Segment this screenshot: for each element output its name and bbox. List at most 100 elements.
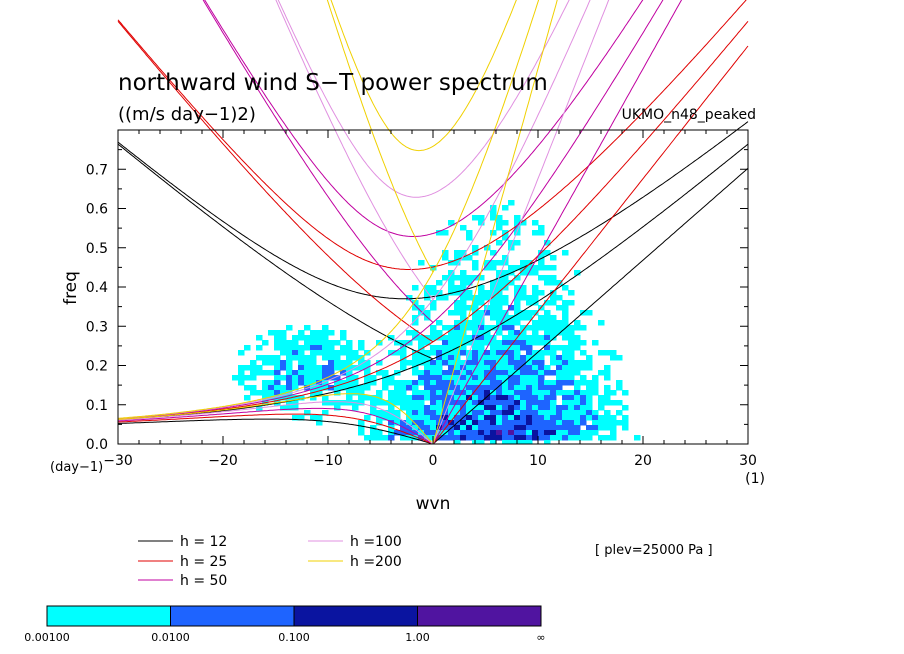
power-cell — [370, 410, 377, 416]
power-cell — [580, 415, 587, 421]
power-cell — [514, 420, 521, 426]
power-cell — [550, 360, 557, 366]
power-cell — [514, 300, 521, 306]
power-cell — [286, 385, 293, 391]
power-cell — [514, 265, 521, 271]
power-cell — [520, 415, 527, 421]
power-cell — [484, 430, 491, 436]
power-cell — [598, 395, 605, 401]
power-cell — [406, 430, 413, 436]
power-cell — [424, 370, 431, 376]
power-cell — [538, 380, 545, 386]
power-cell — [568, 345, 575, 351]
power-cell — [514, 390, 521, 396]
power-cell — [502, 255, 509, 261]
power-cell — [490, 205, 497, 211]
power-cell — [256, 345, 263, 351]
power-cell — [514, 350, 521, 356]
power-cell — [562, 435, 569, 441]
power-cell — [508, 370, 515, 376]
power-cell — [454, 335, 461, 341]
power-cell — [532, 390, 539, 396]
power-cell — [520, 295, 527, 301]
power-cell — [286, 400, 293, 406]
power-cell — [406, 380, 413, 386]
power-cell — [322, 395, 329, 401]
power-cell — [274, 390, 281, 396]
power-cell — [244, 385, 251, 391]
power-cell — [424, 430, 431, 436]
power-cell — [526, 295, 533, 301]
power-cell — [514, 340, 521, 346]
power-cell — [496, 415, 503, 421]
power-cell — [316, 340, 323, 346]
power-cell — [502, 270, 509, 276]
power-cell — [526, 380, 533, 386]
power-cell — [484, 365, 491, 371]
power-cell — [244, 365, 251, 371]
power-cell — [478, 290, 485, 296]
power-cell — [262, 340, 269, 346]
power-cell — [430, 370, 437, 376]
power-cell — [280, 335, 287, 341]
power-cell — [418, 345, 425, 351]
power-cell — [460, 325, 467, 331]
power-cell — [478, 430, 485, 436]
power-cell — [430, 300, 437, 306]
power-cell — [484, 410, 491, 416]
power-cell — [400, 395, 407, 401]
power-cell — [478, 350, 485, 356]
power-cell — [490, 360, 497, 366]
power-cell — [562, 285, 569, 291]
colorbar: 0.00100 0.0100 0.100 1.00 ∞ — [24, 605, 546, 644]
power-cell — [484, 375, 491, 381]
power-cell — [538, 360, 545, 366]
power-cell — [418, 410, 425, 416]
power-cell — [616, 355, 623, 361]
power-cell — [442, 325, 449, 331]
power-cell — [502, 380, 509, 386]
power-cell — [292, 405, 299, 411]
power-cell — [550, 385, 557, 391]
power-cell — [496, 420, 503, 426]
power-cell — [430, 265, 437, 271]
power-cell — [580, 395, 587, 401]
power-cell — [442, 345, 449, 351]
power-cell — [454, 255, 461, 261]
power-cell — [442, 405, 449, 411]
power-cell — [610, 430, 617, 436]
power-cell — [532, 230, 539, 236]
power-cell — [442, 415, 449, 421]
power-cell — [400, 360, 407, 366]
power-cell — [490, 385, 497, 391]
power-cell — [610, 420, 617, 426]
power-cell — [574, 360, 581, 366]
power-cell — [496, 400, 503, 406]
power-cell — [556, 305, 563, 311]
power-cell — [424, 425, 431, 431]
power-cell — [526, 375, 533, 381]
power-cell — [484, 355, 491, 361]
power-cell — [568, 435, 575, 441]
power-cell — [466, 430, 473, 436]
power-cell — [622, 390, 629, 396]
power-cell — [532, 295, 539, 301]
power-cell — [400, 435, 407, 441]
power-cell — [448, 380, 455, 386]
power-cell — [442, 355, 449, 361]
power-cell — [496, 370, 503, 376]
power-cell — [580, 340, 587, 346]
power-cell — [544, 395, 551, 401]
x-axis-label: wvn — [416, 494, 451, 514]
power-cell — [466, 255, 473, 261]
power-cell — [460, 250, 467, 256]
power-cell — [394, 415, 401, 421]
power-cell — [472, 305, 479, 311]
power-cell — [502, 275, 509, 281]
power-cell — [328, 370, 335, 376]
power-cell — [316, 345, 323, 351]
power-cell — [454, 405, 461, 411]
power-cell — [310, 330, 317, 336]
power-cell — [520, 315, 527, 321]
power-cell — [550, 315, 557, 321]
